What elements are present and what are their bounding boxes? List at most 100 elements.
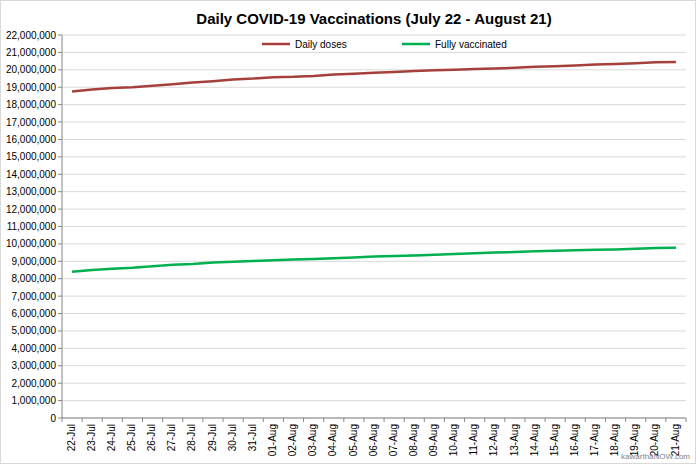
x-tick-label: 28-Jul: [186, 424, 197, 451]
grid-line: [62, 104, 686, 105]
x-tick: [625, 418, 626, 422]
x-tick-label: 02-Aug: [287, 424, 298, 456]
y-tick: [58, 365, 62, 366]
grid-line: [62, 209, 686, 210]
legend-swatch: [402, 43, 430, 46]
x-tick-label: 06-Aug: [368, 424, 379, 456]
y-tick-label: 13,000,000: [6, 186, 56, 197]
y-tick: [58, 313, 62, 314]
grid-line: [62, 122, 686, 123]
y-tick: [58, 278, 62, 279]
y-tick-label: 0: [50, 413, 56, 424]
x-tick-label: 29-Jul: [207, 424, 218, 451]
y-tick: [58, 69, 62, 70]
y-tick: [58, 261, 62, 262]
y-tick-label: 20,000,000: [6, 64, 56, 75]
x-tick-label: 09-Aug: [428, 424, 439, 456]
plot-area: [72, 62, 676, 272]
y-tick-label: 12,000,000: [6, 204, 56, 215]
x-tick-label: 24-Jul: [106, 424, 117, 451]
chart-frame: [1, 1, 696, 464]
x-tick-label: 18-Aug: [609, 424, 620, 456]
x-tick-label: 16-Aug: [569, 424, 580, 456]
y-tick-label: 3,000,000: [12, 360, 57, 371]
grid-line: [62, 330, 686, 331]
x-tick-label: 05-Aug: [348, 424, 359, 456]
y-tick: [58, 383, 62, 384]
x-tick: [343, 418, 344, 422]
y-tick: [58, 226, 62, 227]
y-tick: [58, 209, 62, 210]
legend-swatch: [262, 43, 290, 46]
chart: Daily COVID-19 Vaccinations (July 22 - A…: [0, 0, 696, 464]
legend-label: Fully vaccinated: [435, 39, 507, 50]
y-tick-label: 15,000,000: [6, 151, 56, 162]
x-tick: [605, 418, 606, 422]
x-tick: [263, 418, 264, 422]
x-tick-label: 15-Aug: [549, 424, 560, 456]
x-tick-label: 01-Aug: [267, 424, 278, 456]
y-tick-label: 18,000,000: [6, 99, 56, 110]
y-tick: [58, 104, 62, 105]
x-tick: [102, 418, 103, 422]
series-line: [72, 248, 676, 272]
y-tick: [58, 191, 62, 192]
y-tick-label: 6,000,000: [12, 308, 57, 319]
x-tick-label: 08-Aug: [408, 424, 419, 456]
grid-line: [62, 69, 686, 70]
y-tick-label: 21,000,000: [6, 47, 56, 58]
y-tick-label: 19,000,000: [6, 82, 56, 93]
x-tick: [243, 418, 244, 422]
y-tick-label: 11,000,000: [7, 221, 57, 232]
y-tick-label: 5,000,000: [12, 325, 57, 336]
y-tick-label: 8,000,000: [12, 273, 57, 284]
x-tick: [303, 418, 304, 422]
y-axis: [62, 35, 63, 418]
series-line: [72, 62, 676, 92]
y-tick-label: 2,000,000: [12, 378, 57, 389]
y-tick: [58, 174, 62, 175]
grid-line: [62, 296, 686, 297]
y-tick: [58, 400, 62, 401]
x-tick-label: 14-Aug: [529, 424, 540, 456]
x-tick: [504, 418, 505, 422]
x-tick: [585, 418, 586, 422]
grid-line: [62, 365, 686, 366]
x-tick: [444, 418, 445, 422]
x-tick-label: 12-Aug: [488, 424, 499, 456]
x-tick: [686, 418, 687, 422]
x-tick: [524, 418, 525, 422]
x-tick: [142, 418, 143, 422]
grid-line: [62, 35, 686, 36]
grid-line: [62, 243, 686, 244]
grid-line: [62, 174, 686, 175]
x-tick: [545, 418, 546, 422]
y-tick: [58, 418, 62, 419]
x-tick-label: 25-Jul: [126, 424, 137, 451]
x-tick-label: 31-Jul: [247, 424, 258, 451]
x-tick-label: 03-Aug: [307, 424, 318, 456]
x-tick-label: 26-Jul: [146, 424, 157, 451]
x-tick: [223, 418, 224, 422]
grid-line: [62, 313, 686, 314]
grid-line: [62, 139, 686, 140]
y-tick-label: 9,000,000: [12, 256, 57, 267]
x-tick-label: 17-Aug: [589, 424, 600, 456]
x-tick: [283, 418, 284, 422]
x-axis: [62, 418, 686, 419]
x-tick: [62, 418, 63, 422]
x-tick: [82, 418, 83, 422]
title: Daily COVID-19 Vaccinations (July 22 - A…: [196, 10, 551, 27]
x-tick: [645, 418, 646, 422]
x-tick: [162, 418, 163, 422]
x-tick-label: 30-Jul: [227, 424, 238, 451]
x-tick-label: 13-Aug: [509, 424, 520, 456]
y-tick: [58, 52, 62, 53]
x-tick: [122, 418, 123, 422]
grid-line: [62, 226, 686, 227]
y-tick: [58, 35, 62, 36]
grid-line: [62, 87, 686, 88]
x-tick: [424, 418, 425, 422]
grid-line: [62, 261, 686, 262]
x-tick-label: 04-Aug: [327, 424, 338, 456]
